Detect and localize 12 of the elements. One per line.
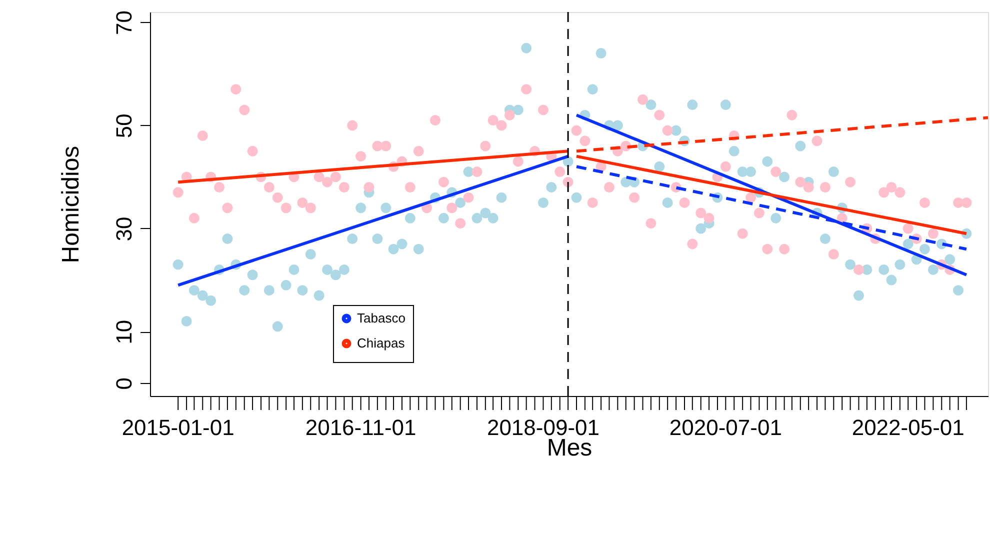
x-tick-label: 2022-05-01 [852,415,964,440]
x-tick-label: 2015-01-01 [122,415,234,440]
x-tick-label: 2016-11-01 [305,415,416,440]
legend-label: Chiapas [357,336,406,350]
y-tick-label: 50 [112,114,136,138]
legend-label: Tabasco [357,310,406,326]
y-tick-label: 30 [112,216,136,242]
y-axis-title: Homicidios [58,146,84,264]
y-tick-label: 70 [112,10,136,36]
y-tick-label: 0 [112,377,136,390]
y-tick-label: 10 [112,320,136,344]
x-tick-label: 2020-07-01 [669,415,782,440]
